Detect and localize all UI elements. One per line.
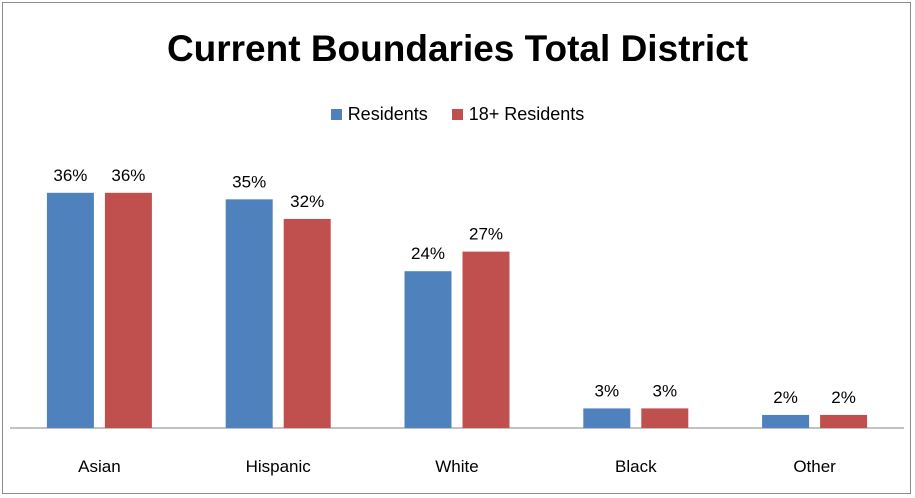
data-label-residents-white: 24%	[411, 244, 445, 263]
data-label-18-residents-white: 27%	[469, 225, 503, 244]
x-tick-label-other: Other	[793, 457, 836, 476]
legend-swatch-18plus-residents	[451, 109, 463, 120]
bar-residents-other	[762, 414, 810, 428]
data-label-residents-black: 3%	[595, 381, 620, 400]
chart-legend: Residents 18+ Residents	[0, 104, 915, 125]
x-tick-label-white: White	[435, 457, 478, 476]
legend-item-18plus-residents: 18+ Residents	[451, 104, 585, 125]
data-label-18-residents-black: 3%	[653, 381, 678, 400]
chart-title: Current Boundaries Total District	[166, 28, 749, 69]
bar-residents-white	[404, 271, 452, 428]
legend-label-residents: Residents	[347, 104, 428, 124]
bar-residents-hispanic	[225, 199, 273, 428]
x-tick-label-asian: Asian	[78, 457, 121, 476]
bar-residents-asian	[46, 192, 94, 428]
data-label-18-residents-asian: 36%	[111, 166, 145, 185]
legend-label-18plus-residents: 18+ Residents	[468, 104, 585, 124]
bar-residents-black	[583, 408, 631, 428]
bar-18-residents-white	[462, 251, 510, 428]
data-label-residents-other: 2%	[773, 388, 798, 407]
bar-18-residents-black	[641, 408, 689, 428]
bar-18-residents-asian	[104, 192, 152, 428]
legend-swatch-residents	[330, 109, 342, 120]
data-label-residents-asian: 36%	[53, 166, 87, 185]
data-label-residents-hispanic: 35%	[232, 172, 266, 191]
bar-18-residents-hispanic	[283, 218, 331, 428]
x-tick-label-black: Black	[615, 457, 657, 476]
legend-item-residents: Residents	[330, 104, 428, 125]
data-label-18-residents-other: 2%	[831, 388, 856, 407]
bar-18-residents-other	[820, 414, 868, 428]
data-label-18-residents-hispanic: 32%	[290, 192, 324, 211]
x-tick-label-hispanic: Hispanic	[246, 457, 312, 476]
